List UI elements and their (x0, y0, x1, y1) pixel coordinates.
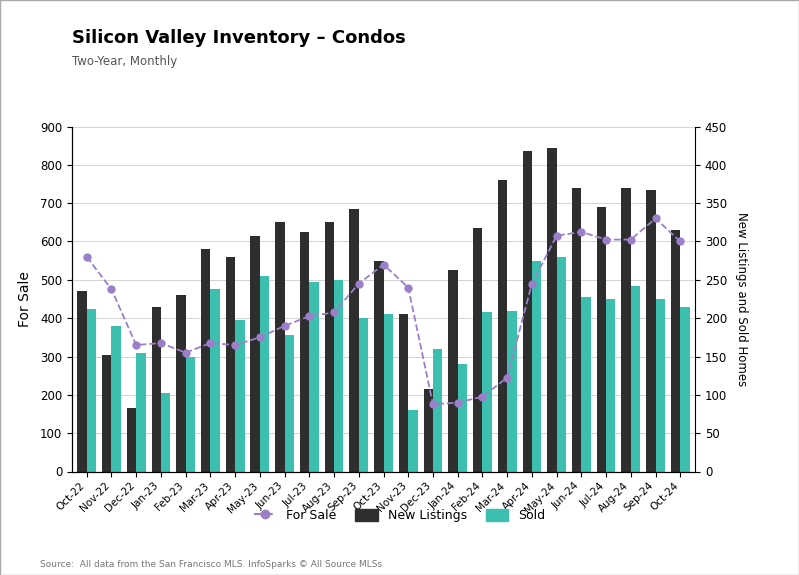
Bar (507, 310, 517, 471)
Bar (161, 393, 170, 472)
Bar (235, 320, 244, 472)
Bar (324, 223, 334, 472)
Bar (473, 228, 483, 472)
Bar (582, 297, 590, 472)
Bar (309, 282, 319, 472)
Bar (597, 207, 606, 472)
Bar (275, 223, 284, 472)
Bar (87, 309, 96, 472)
Bar (646, 190, 655, 471)
Bar (557, 257, 566, 471)
Bar (680, 306, 690, 472)
Bar (408, 410, 418, 471)
Bar (78, 292, 87, 471)
Y-axis label: For Sale: For Sale (18, 271, 32, 327)
Text: Two-Year, Monthly: Two-Year, Monthly (72, 55, 177, 68)
Bar (102, 355, 112, 471)
Bar (483, 312, 492, 472)
Bar (210, 289, 220, 472)
Bar (423, 389, 433, 472)
Bar (177, 295, 185, 472)
Bar (374, 260, 384, 472)
Bar (523, 151, 532, 472)
Bar (458, 364, 467, 472)
Bar (399, 315, 408, 472)
Text: Silicon Valley Inventory – Condos: Silicon Valley Inventory – Condos (72, 29, 406, 47)
Bar (448, 270, 458, 472)
Bar (671, 230, 680, 472)
Bar (185, 356, 195, 472)
Bar (349, 209, 359, 472)
Bar (622, 188, 631, 472)
Bar (547, 148, 557, 472)
Bar (260, 276, 269, 472)
Bar (498, 180, 507, 471)
Bar (284, 335, 294, 472)
Bar (606, 299, 615, 472)
Bar (334, 280, 344, 471)
Bar (201, 249, 210, 472)
Bar (152, 306, 161, 472)
Bar (532, 260, 541, 472)
Bar (384, 315, 393, 472)
Text: Source:  All data from the San Francisco MLS. InfoSparks © All Source MLSs: Source: All data from the San Francisco … (40, 560, 382, 569)
Bar (359, 318, 368, 472)
Bar (300, 232, 309, 472)
Bar (250, 236, 260, 472)
Bar (127, 408, 136, 472)
Y-axis label: New Listings and Sold Homes: New Listings and Sold Homes (735, 212, 749, 386)
Bar (226, 257, 235, 471)
Bar (433, 349, 443, 471)
Bar (572, 188, 582, 472)
Legend: For Sale, New Listings, Sold: For Sale, New Listings, Sold (248, 503, 551, 528)
Bar (112, 326, 121, 472)
Bar (136, 352, 145, 471)
Bar (655, 299, 665, 472)
Bar (631, 286, 640, 471)
